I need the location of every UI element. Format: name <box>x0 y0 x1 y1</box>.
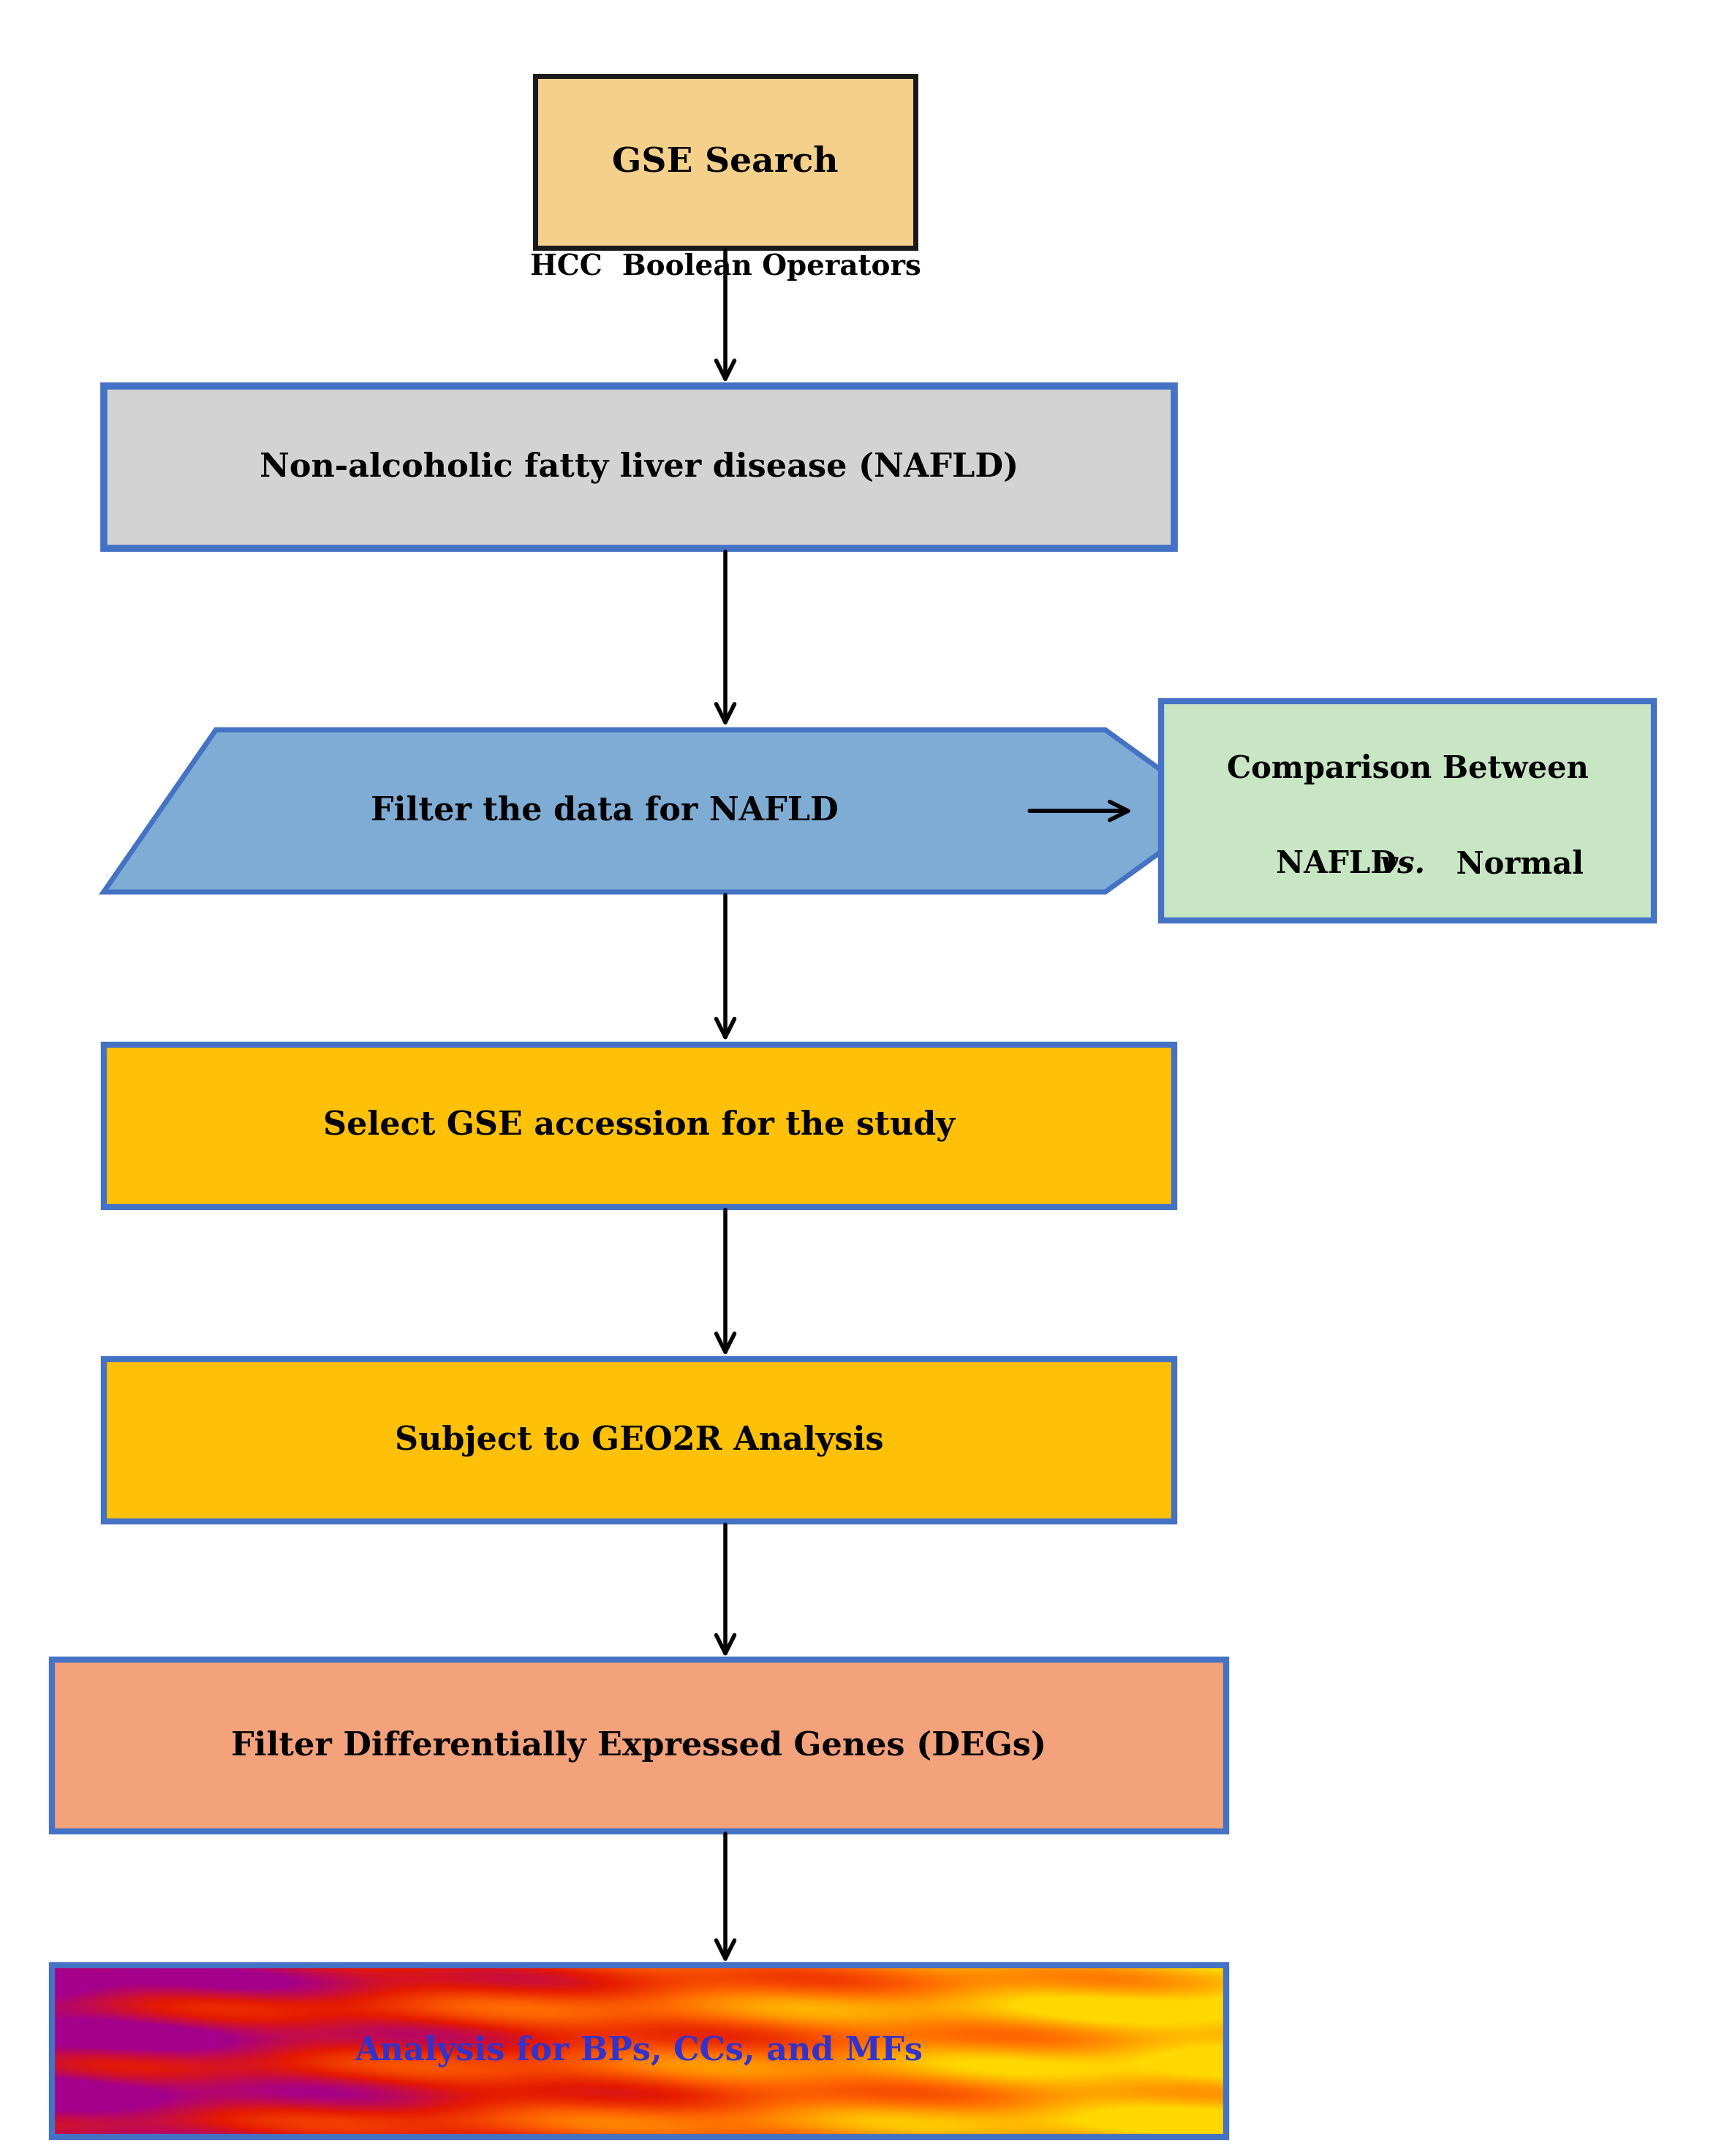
Text: Analysis for BPs, CCs, and MFs: Analysis for BPs, CCs, and MFs <box>356 2035 922 2068</box>
FancyBboxPatch shape <box>104 1360 1174 1522</box>
Text: Non-alcoholic fatty liver disease (NAFLD): Non-alcoholic fatty liver disease (NAFLD… <box>259 451 1019 483</box>
Text: HCC  Boolean Operators: HCC Boolean Operators <box>530 252 920 280</box>
Text: GSE Search: GSE Search <box>611 144 839 179</box>
FancyBboxPatch shape <box>104 1046 1174 1207</box>
Text: Filter Differentially Expressed Genes (DEGs): Filter Differentially Expressed Genes (D… <box>231 1729 1047 1761</box>
Text: Filter the data for NAFLD: Filter the data for NAFLD <box>371 796 838 826</box>
FancyBboxPatch shape <box>1161 701 1654 921</box>
FancyBboxPatch shape <box>535 75 915 248</box>
FancyBboxPatch shape <box>104 386 1174 548</box>
Text: Subject to GEO2R Analysis: Subject to GEO2R Analysis <box>394 1425 884 1457</box>
Text: vs.: vs. <box>1380 849 1425 880</box>
FancyBboxPatch shape <box>52 1660 1226 1833</box>
Polygon shape <box>104 729 1218 893</box>
Text: NAFLD: NAFLD <box>1276 849 1408 880</box>
Text: Comparison Between: Comparison Between <box>1226 755 1589 785</box>
Text: Select GSE accession for the study: Select GSE accession for the study <box>323 1110 955 1141</box>
Text: Normal: Normal <box>1445 849 1584 880</box>
